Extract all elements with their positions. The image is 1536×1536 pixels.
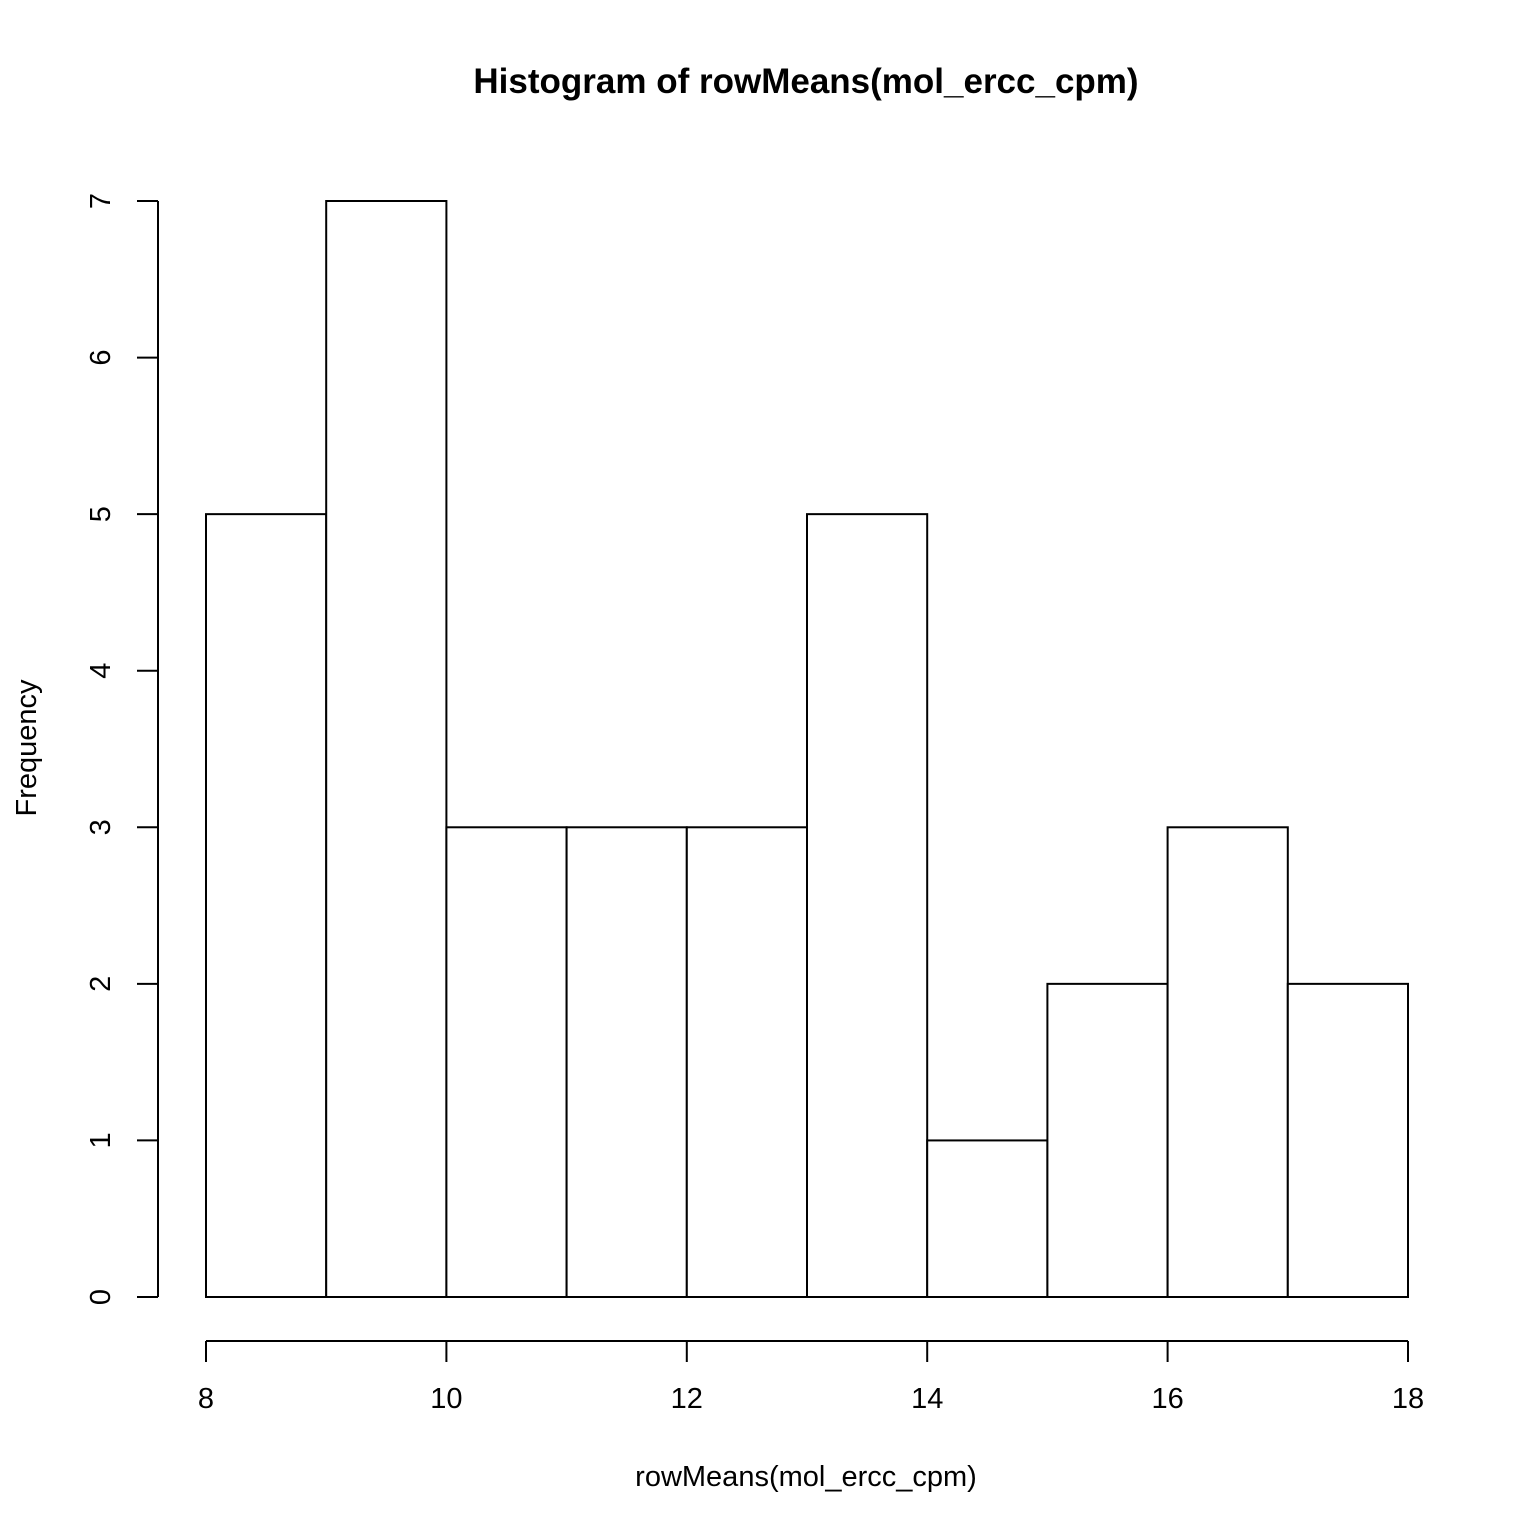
histogram-bar [1046, 982, 1169, 1298]
x-tick-label: 12 [671, 1383, 703, 1415]
x-axis-label: rowMeans(mol_ercc_cpm) [635, 1461, 977, 1493]
x-tick-label: 16 [1151, 1383, 1183, 1415]
histogram-bar [1166, 826, 1289, 1298]
y-axis: 0 1 2 3 4 5 6 7 [85, 193, 159, 1305]
histogram-bar [205, 513, 328, 1298]
x-tick-label: 14 [911, 1383, 943, 1415]
y-tick-label: 3 [85, 819, 117, 835]
histogram-bar [445, 826, 568, 1298]
histogram-bar [806, 513, 929, 1298]
histogram-bar [325, 200, 448, 1298]
y-tick-label: 7 [85, 193, 117, 209]
y-tick-label: 4 [85, 663, 117, 679]
x-axis: 8 10 12 14 16 18 [198, 1340, 1424, 1415]
x-tick-label: 8 [198, 1383, 214, 1415]
y-tick-label: 5 [85, 506, 117, 522]
x-tick-label: 10 [430, 1383, 462, 1415]
y-tick-label: 2 [85, 976, 117, 992]
histogram-bar [685, 826, 808, 1298]
y-axis-label: Frequency [11, 679, 43, 817]
histogram-bar [565, 826, 688, 1298]
chart-title: Histogram of rowMeans(mol_ercc_cpm) [473, 62, 1138, 101]
y-tick-label: 6 [85, 350, 117, 366]
bars-group [205, 200, 1410, 1299]
y-tick-label: 0 [85, 1289, 117, 1305]
histogram-bar [926, 1139, 1049, 1299]
x-tick-label: 18 [1392, 1383, 1424, 1415]
y-tick-label: 1 [85, 1132, 117, 1148]
histogram-bar [1286, 982, 1410, 1298]
